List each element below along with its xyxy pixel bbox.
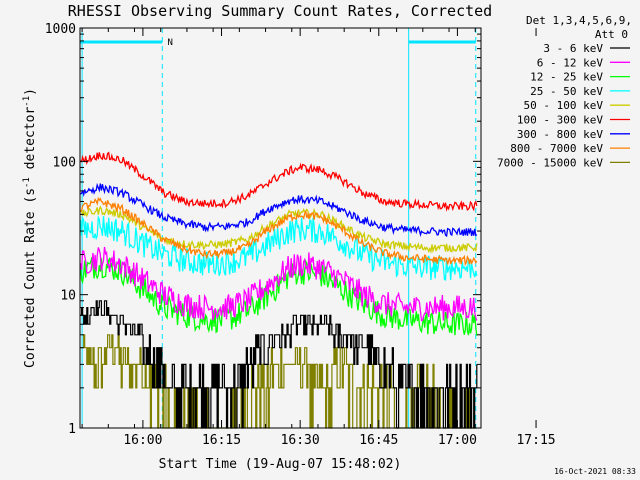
x-axis-label: Start Time (19-Aug-07 15:48:02): [159, 457, 402, 472]
x-tick-label: 16:00: [123, 433, 162, 448]
x-tick-label: 17:15: [516, 433, 555, 448]
series-line-2: [79, 256, 478, 336]
series-line-8: [80, 334, 477, 429]
legend-label: 25 - 50 keV: [530, 85, 603, 98]
plot-frame: [79, 27, 482, 429]
series-line-6: [80, 182, 478, 238]
legend-label: 300 - 800 keV: [517, 128, 603, 141]
legend-label: 800 - 7000 keV: [510, 142, 603, 155]
legend-label: 100 - 300 keV: [517, 114, 603, 127]
y-tick-label: 1: [68, 422, 76, 437]
chart-title: RHESSI Observing Summary Count Rates, Co…: [68, 2, 492, 20]
y-tick-label: 10: [60, 289, 76, 304]
y-axis-label: Corrected Count Rate (s-1 detector-1): [22, 88, 38, 368]
x-tick-label: 16:45: [359, 433, 398, 448]
series-line-1: [79, 246, 478, 322]
x-tick-label: 17:00: [438, 433, 477, 448]
night-marker: N: [168, 38, 173, 48]
x-tick-label: 16:15: [202, 433, 241, 448]
x-tick-label: 16:30: [281, 433, 320, 448]
legend-label: 7000 - 15000 keV: [497, 156, 603, 169]
legend-label: 12 - 25 keV: [530, 71, 603, 84]
legend-header-1: Det 1,3,4,5,6,9,: [526, 14, 632, 27]
x-axis-ticks: 16:00 16:15 16:30 16:45 17:00 17:15: [81, 28, 556, 448]
y-axis-ticks: 1 10 100 1000: [45, 22, 481, 437]
legend-label: 3 - 6 keV: [543, 42, 603, 55]
series-line-7: [80, 196, 478, 267]
legend-header-2: Att 0: [595, 28, 628, 41]
y-tick-label: 100: [53, 155, 76, 170]
legend-label: 50 - 100 keV: [524, 99, 604, 112]
legend-label: 6 - 12 keV: [537, 56, 604, 69]
series-line-3: [79, 214, 478, 281]
series-line-5: [80, 151, 478, 212]
footer-timestamp: 16-Oct-2021 08:33: [554, 467, 636, 476]
y-tick-label: 1000: [45, 22, 76, 37]
